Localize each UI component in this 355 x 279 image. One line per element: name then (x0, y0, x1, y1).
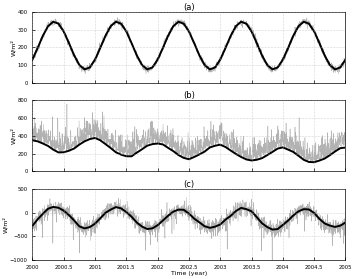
Title: (a): (a) (183, 3, 195, 12)
Y-axis label: W/m²: W/m² (3, 216, 8, 233)
Title: (c): (c) (184, 180, 195, 189)
Y-axis label: W/m²: W/m² (11, 39, 16, 56)
Title: (b): (b) (183, 91, 195, 100)
Y-axis label: W/m²: W/m² (11, 128, 16, 144)
X-axis label: Time (year): Time (year) (171, 271, 207, 276)
